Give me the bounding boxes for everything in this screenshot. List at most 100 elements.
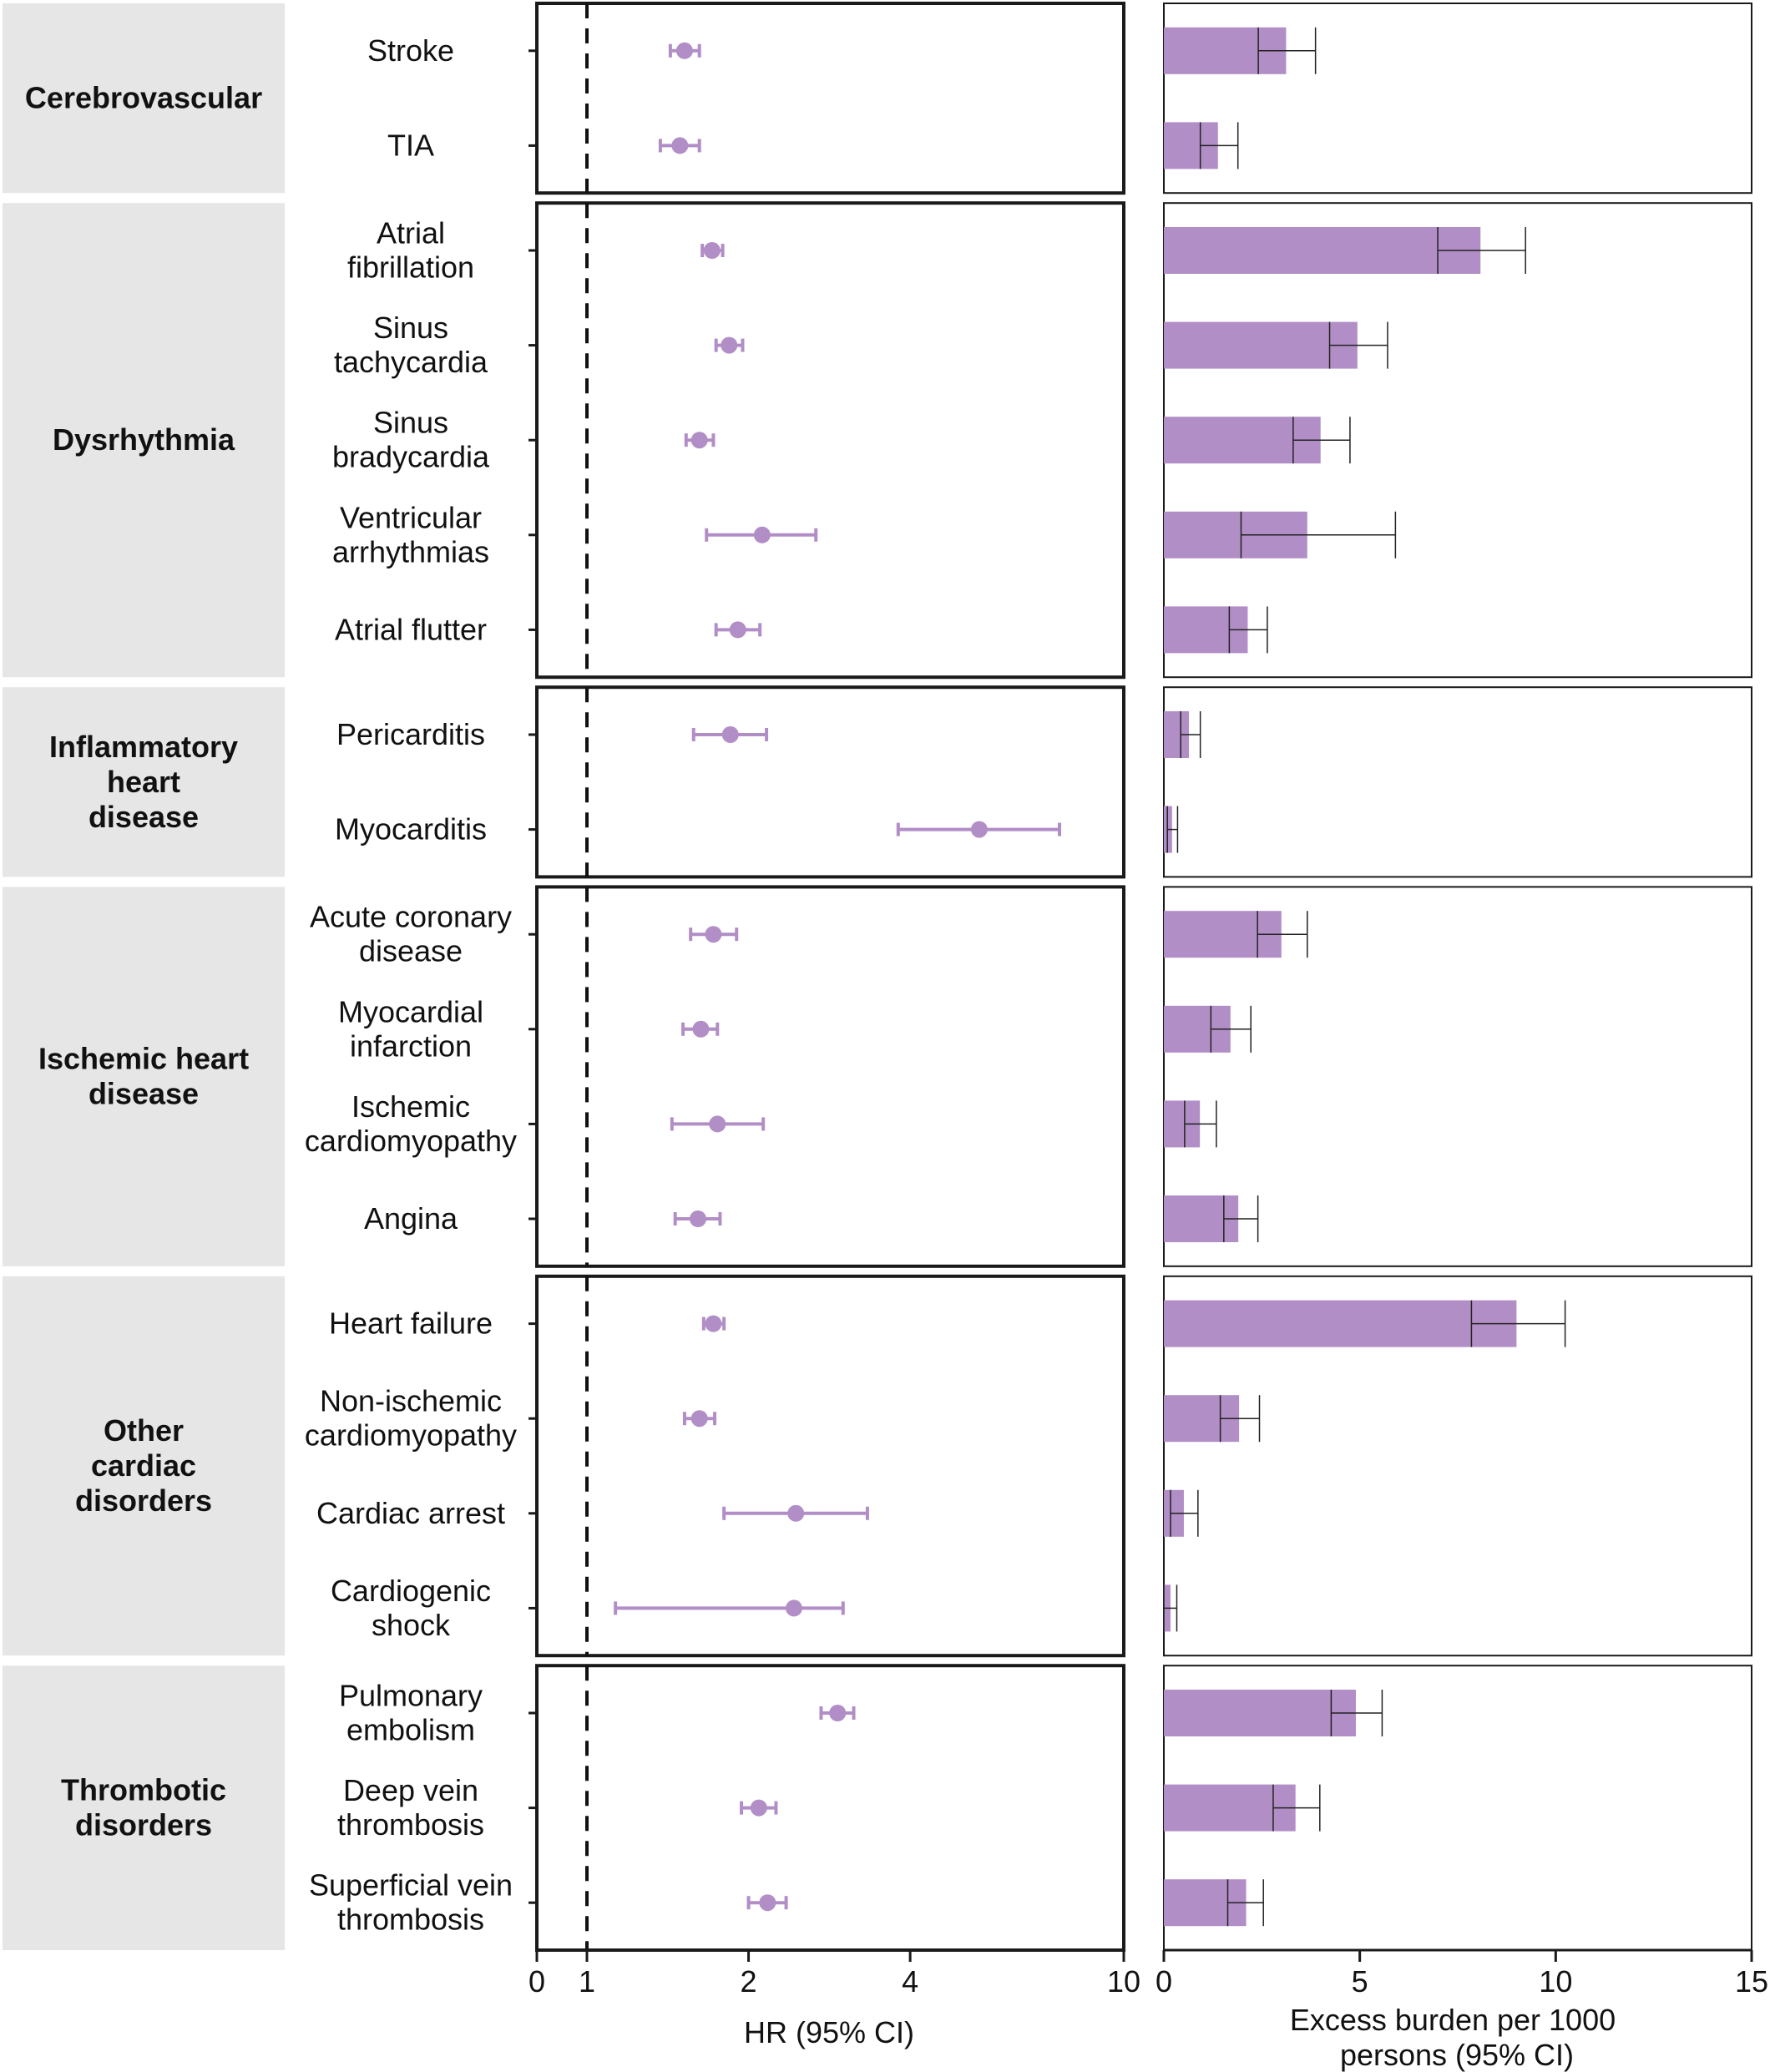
outcome-label-line: Ventricular <box>340 500 482 534</box>
forest-plot <box>528 2 1125 1952</box>
excess-burden-bars <box>1163 3 1752 1951</box>
forest-panel-frame <box>535 2 1125 195</box>
group-label: Inflammatory heart disease <box>49 730 238 834</box>
group-label-line: heart <box>107 765 180 799</box>
outcome-label-line: disease <box>359 934 463 968</box>
forest-x-tick-label: 1 <box>579 1964 595 1999</box>
forest-x-tick-label: 2 <box>741 1964 757 1999</box>
outcome-label: Sinus bradycardia <box>332 406 490 474</box>
forest-x-tick-label: 0 <box>528 1964 545 1999</box>
outcome-label: Stroke <box>367 33 454 68</box>
forest-panel-frame <box>535 885 1125 1268</box>
hr-point <box>970 821 988 838</box>
outcome-label: Ischemic cardiomyopathy <box>305 1089 517 1158</box>
outcome-label-line: Myocarditis <box>335 812 487 846</box>
group-label-line: Dysrhythmia <box>53 422 235 457</box>
group-backgrounds <box>3 3 285 1950</box>
group-label-line: Inflammatory <box>49 730 238 764</box>
forest-axis-title: HR (95% CI) <box>744 2015 914 2049</box>
outcome-label-line: Superficial vein <box>309 1868 513 1903</box>
outcome-label: Cardiogenic shock <box>331 1574 491 1642</box>
hr-point <box>690 432 708 449</box>
hr-point <box>721 336 738 354</box>
group-labels: Cerebrovascular Dysrhythmia Inflammatory he… <box>25 81 262 1842</box>
burden-bar <box>1164 227 1481 274</box>
outcome-label: Deep vein thrombosis <box>337 1773 484 1842</box>
outcome-label-line: infarction <box>350 1028 472 1063</box>
forest-panel-frame <box>535 1274 1125 1658</box>
hr-point <box>750 1799 767 1817</box>
hr-point <box>692 1020 710 1038</box>
bar-panel-frame <box>1163 686 1752 878</box>
group-label-line: cardiac <box>91 1448 196 1483</box>
bar-x-tick-label: 0 <box>1156 1964 1172 1999</box>
outcome-label: Pulmonary embolism <box>339 1679 483 1747</box>
hr-point <box>705 926 722 943</box>
outcome-label: Angina <box>364 1201 458 1236</box>
hr-point <box>759 1894 776 1912</box>
group-label: Other cardiac disorders <box>75 1413 212 1518</box>
group-label-line: Other <box>104 1413 184 1448</box>
burden-bar <box>1164 321 1358 369</box>
outcome-label: TIA <box>387 128 434 162</box>
outcome-label-line: Sinus <box>373 311 448 345</box>
bar-axis-title: Excess burden per 1000 persons (95% CI) <box>1290 2003 1624 2072</box>
group-label-line: disease <box>88 800 199 834</box>
group-label-line: Cerebrovascular <box>25 81 262 115</box>
outcome-label: Myocardial infarction <box>338 994 483 1063</box>
hr-point <box>671 137 689 154</box>
group-background <box>3 3 285 194</box>
hr-point <box>753 526 771 543</box>
outcome-label-line: Deep vein <box>343 1773 478 1807</box>
bar-x-tick-label: 10 <box>1539 1964 1572 1999</box>
bar-panel-frame <box>1163 886 1752 1267</box>
outcome-label-line: cardiomyopathy <box>305 1124 517 1158</box>
group-label-line: Ischemic heart <box>38 1042 249 1076</box>
group-background <box>3 1276 285 1656</box>
group-background <box>3 687 285 877</box>
outcome-label: Atrial fibrillation <box>347 216 474 285</box>
outcome-label: Ventricular arrhythmias <box>332 500 489 569</box>
outcome-label-line: Cardiac arrest <box>316 1496 505 1530</box>
forest-panel-frame <box>535 1664 1125 1952</box>
forest-panel-frame <box>535 685 1125 879</box>
outcome-label: Myocarditis <box>335 812 487 846</box>
burden-bar <box>1164 1300 1517 1347</box>
outcome-label: Non-ischemic cardiomyopathy <box>305 1384 517 1453</box>
group-label-line: disorders <box>75 1483 212 1518</box>
outcome-label-line: bradycardia <box>332 440 490 474</box>
outcome-label-line: cardiomyopathy <box>305 1418 517 1453</box>
hr-point <box>829 1705 847 1721</box>
hr-point <box>703 242 721 259</box>
group-label-line: disorders <box>75 1808 212 1842</box>
outcome-label-line: Angina <box>364 1201 458 1236</box>
group-background <box>3 1665 285 1950</box>
outcome-label-line: Pericarditis <box>336 717 485 751</box>
outcome-label: Heart failure <box>329 1306 493 1341</box>
outcome-label: Acute coronary disease <box>310 900 512 968</box>
group-background <box>3 203 285 678</box>
hr-point <box>787 1504 805 1522</box>
bar-x-tick-label: 15 <box>1735 1964 1768 1999</box>
group-label-line: Thrombotic <box>61 1773 226 1807</box>
hr-point <box>705 1315 722 1332</box>
group-label: Dysrhythmia <box>53 422 235 457</box>
outcome-label-line: Pulmonary <box>339 1679 483 1713</box>
outcome-label-line: embolism <box>346 1713 475 1747</box>
hr-point <box>785 1599 802 1617</box>
outcome-label-line: Ischemic <box>351 1089 470 1124</box>
group-label: Ischemic heart disease <box>38 1042 249 1111</box>
outcome-label-line: arrhythmias <box>332 534 489 569</box>
bar-panel-frame <box>1163 3 1752 195</box>
group-label-line: disease <box>88 1077 199 1111</box>
outcome-label-line: Atrial flutter <box>335 612 487 646</box>
outcome-label-line: Sinus <box>373 406 448 440</box>
outcome-label-line: Atrial <box>377 216 445 250</box>
burden-bar <box>1164 1690 1356 1736</box>
outcome-label-line: Stroke <box>367 33 454 68</box>
bar-x-tick-label: 5 <box>1352 1964 1368 1999</box>
hr-point <box>689 1210 706 1227</box>
bar-panel-frame <box>1163 1275 1752 1657</box>
outcome-label-line: shock <box>372 1608 451 1642</box>
